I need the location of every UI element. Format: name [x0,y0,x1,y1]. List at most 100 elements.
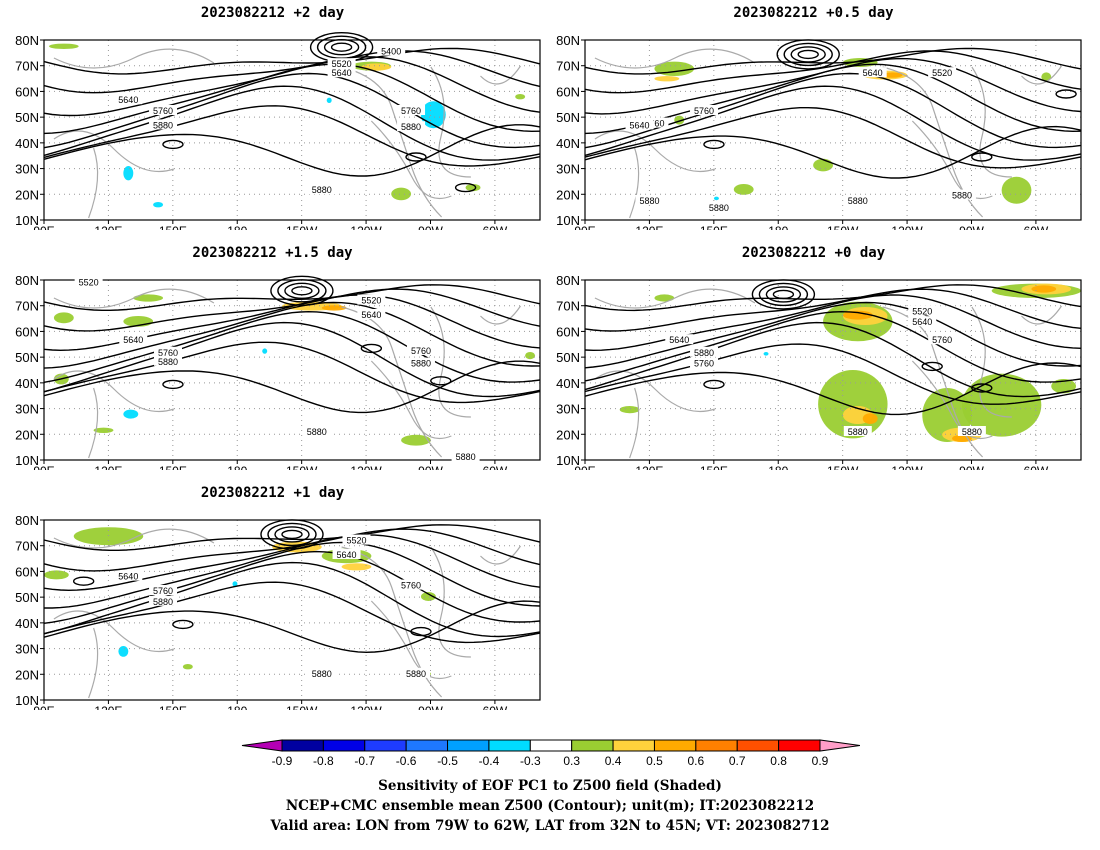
coastline [341,66,443,218]
plot-frame [43,279,541,461]
z500-contour-line [584,85,1082,161]
lat-tick-label: 30N [556,162,580,177]
lat-tick-label: 10N [556,213,580,228]
lat-tick-label: 80N [556,33,580,48]
caption-line-shaded: Sensitivity of EOF PC1 to Z500 field (Sh… [378,778,722,794]
lon-tick-label: 90E [574,224,595,230]
contour-label: 5760 [932,335,952,345]
coastline [971,66,1012,178]
sensitivity-shading [401,434,431,446]
lon-tick-label: 90W [959,464,984,470]
panel-title: 2023082212 +0.5 day [733,5,894,21]
sensitivity-shading [619,406,640,414]
lon-tick-label: 120W [891,224,923,230]
lat-tick-label: 80N [15,33,39,48]
map-panel-plus1-day: 2023082212 +1 day 80N 70N 60N 50N 40N 30N 20N 1… [0,485,545,710]
contour-label: 5880 [952,191,972,201]
lat-tick-label: 80N [15,273,39,288]
z500-contour-line [43,50,541,94]
z500-contour-line [43,321,541,398]
coastline [430,66,471,178]
colorbar-bin [364,739,407,752]
plot-frame [584,39,1082,221]
z500-contour-line [43,528,541,572]
z500-closed-contour [783,42,833,67]
lat-tick-label: 20N [15,427,39,442]
lon-tick-label: 180 [768,224,788,230]
lon-tick-label: 90W [418,464,443,470]
z500-contour-line [43,310,541,383]
contour-label-bg [397,579,426,590]
contour-label-bg [928,334,957,345]
coastline [53,528,215,549]
contour-label-bg [332,549,361,559]
z500-closed-contour [72,576,95,586]
contour-label: 5880 [411,359,431,369]
contour-label: 5400 [381,47,401,57]
contour-label: 5760 [401,581,421,591]
z500-contour-line [584,310,1082,383]
z500-contour-line [584,288,1082,332]
z500-contour-line [44,541,541,609]
map-panel-plus2-day: 2023082212 +2 day 80N 70N 60N 50N 40N 30N 20N 1… [0,5,545,230]
sensitivity-shading [515,94,526,100]
contour-label-bg [858,67,887,78]
lat-tick-label: 50N [15,590,39,605]
sensitivity-shading [961,373,1042,437]
coastline [370,120,452,200]
sensitivity-shading [133,294,164,302]
contour-label-bg [114,94,143,105]
sensitivity-shading [465,184,481,192]
contour-label-bg [149,595,178,606]
contour-label-bg [149,585,178,595]
z500-closed-contour [405,152,427,162]
z500-closed-contour [765,286,802,303]
lon-tick-label: 180 [227,704,247,710]
coastline [594,288,756,309]
sensitivity-shading [654,76,680,82]
contour-label-bg [665,334,694,345]
lat-tick-label: 70N [15,59,39,74]
z500-closed-contour [454,182,477,193]
lat-tick-label: 60N [15,84,39,99]
contour-label: 5760 [158,348,178,358]
z500-contour-line [43,105,541,167]
lat-tick-label: 40N [15,136,39,151]
contour-label-bg [302,426,331,436]
z500-contour-line [43,561,541,638]
sensitivity-shading [862,413,878,424]
sensitivity-shading [341,563,372,571]
colorbar-bin [695,739,738,752]
map-plot: 80N 70N 60N 50N 40N 30N 20N 10N90E 120E 150E 180 15… [15,32,541,230]
lat-tick-label: 10N [15,693,39,708]
contour-label-bg [307,667,336,678]
lon-tick-label: 90E [33,224,54,230]
coastline [594,130,716,173]
lat-tick-label: 50N [556,350,580,365]
sensitivity-shading [361,63,392,71]
contour-label: 5640 [669,335,689,345]
lat-tick-label: 30N [15,642,39,657]
contour-label: 5880 [709,203,729,213]
lon-tick-label: 180 [768,464,788,470]
sensitivity-shading [842,310,873,320]
contour-label-bg [690,105,719,115]
map-plot: 80N 70N 60N 50N 40N 30N 20N 10N90E 120E 150E 180 15… [15,513,541,710]
coastline [629,147,640,219]
colorbar-bin [529,739,573,752]
z500-closed-contour [703,379,725,390]
lon-tick-label: 60W [483,464,508,470]
contour-label: 5640 [337,550,357,560]
contour-label-bg [397,105,426,115]
contour-label: 5520 [346,536,366,546]
coastline [594,370,716,413]
lon-tick-label: 150E [159,704,187,710]
sensitivity-shading [1001,176,1032,204]
sensitivity-shading [232,581,238,587]
contour-label: 5880 [307,427,327,437]
sensitivity-shading [420,592,436,601]
lon-tick-label: 150W [286,704,318,710]
sensitivity-shading [123,166,134,181]
contour-label-bg [149,119,178,130]
lat-tick-label: 20N [15,667,39,682]
